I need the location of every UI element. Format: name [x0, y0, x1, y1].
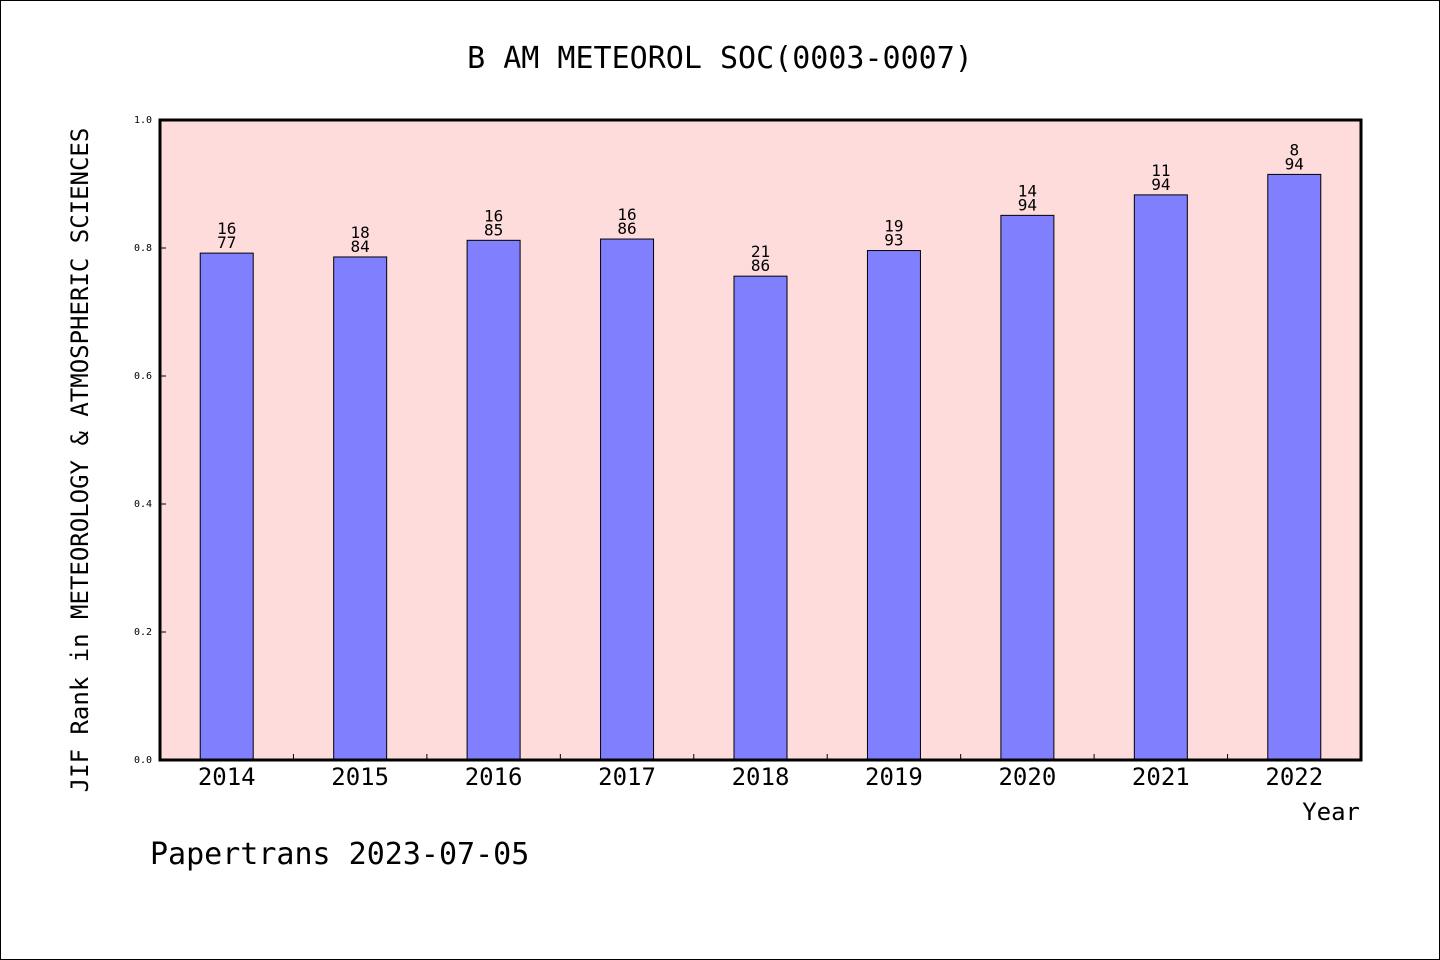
- y-tick-label-0.4: 0.4: [134, 499, 152, 510]
- y-tick-label-0.0: 0.0: [134, 755, 152, 766]
- bar-2016: [466, 239, 521, 761]
- bar-rank-label-2014: 16: [217, 219, 236, 238]
- bar-rank-label-2018: 21: [751, 242, 770, 261]
- plot-border: [158, 118, 1363, 762]
- bar-total-label-2016: 85: [484, 220, 503, 239]
- bar-2020: [1000, 214, 1055, 761]
- y-tick-label-0.2: 0.2: [134, 627, 152, 638]
- x-tick-label-2018: 2018: [732, 763, 790, 791]
- x-axis-label: Year: [1302, 798, 1360, 826]
- x-ticks-group: 2014 2015 2016 2017 2018 2019 2020 2021 2022: [198, 754, 1323, 791]
- x-tick-label-2019: 2019: [865, 763, 923, 791]
- bar-2014: [199, 252, 254, 761]
- x-tick-label-2020: 2020: [998, 763, 1056, 791]
- x-tick-label-2017: 2017: [598, 763, 656, 791]
- bar-2021: [1133, 194, 1188, 761]
- footer-watermark: Papertrans 2023-07-05: [150, 837, 529, 872]
- bar-2018: [733, 275, 788, 761]
- bars-group: [199, 173, 1322, 761]
- y-tick-label-0.8: 0.8: [134, 243, 152, 254]
- bar-2015: [333, 256, 388, 761]
- bar-rank-label-2021: 11: [1151, 161, 1170, 180]
- bar-rank-label-2016: 16: [484, 206, 503, 225]
- bar-total-label-2021: 94: [1151, 175, 1170, 194]
- bar-rank-label-2015: 18: [351, 223, 370, 242]
- x-tick-label-2021: 2021: [1132, 763, 1190, 791]
- x-tick-label-2016: 2016: [465, 763, 523, 791]
- y-tick-label-1.0: 1.0: [134, 115, 152, 126]
- bar-total-label-2015: 84: [351, 237, 370, 256]
- bar-rank-label-2017: 16: [617, 205, 636, 224]
- bar-2019: [866, 250, 921, 761]
- x-tick-label-2022: 2022: [1265, 763, 1323, 791]
- bar-rank-label-2022: 8: [1289, 140, 1299, 159]
- y-tick-label-0.6: 0.6: [134, 371, 152, 382]
- bar-total-label-2022: 94: [1285, 154, 1304, 173]
- x-tick-label-2015: 2015: [331, 763, 389, 791]
- bar-total-label-2018: 86: [751, 256, 770, 275]
- bar-total-label-2014: 77: [217, 233, 236, 252]
- bar-rank-label-2020: 14: [1018, 181, 1037, 200]
- bar-2017: [600, 238, 655, 761]
- x-tick-label-2014: 2014: [198, 763, 256, 791]
- bar-rank-label-2019: 19: [884, 217, 903, 236]
- bar-total-label-2019: 93: [884, 231, 903, 250]
- bar-total-label-2017: 86: [617, 219, 636, 238]
- y-axis-label: JIF Rank in METEOROLOGY & ATMOSPHERIC SC…: [66, 128, 94, 793]
- bar-total-label-2020: 94: [1018, 195, 1037, 214]
- chart-title: B AM METEOROL SOC(0003-0007): [467, 41, 973, 76]
- bar-2022: [1267, 173, 1322, 761]
